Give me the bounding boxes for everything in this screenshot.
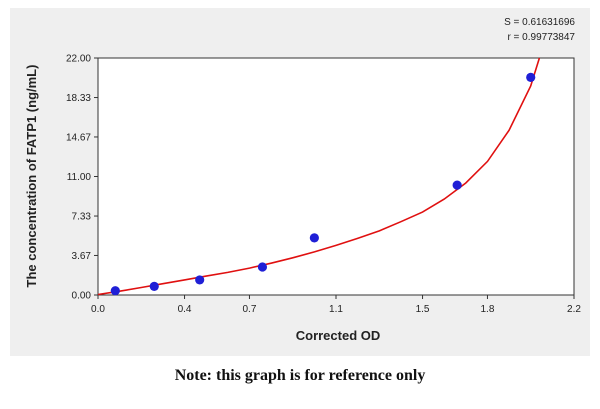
x-tick-label: 1.1 <box>329 304 343 315</box>
data-point <box>149 281 159 291</box>
data-point <box>110 286 120 296</box>
y-axis-ticks: 0.00 3.67 7.33 11.00 14.67 18.33 22.00 <box>66 54 98 302</box>
y-tick-label: 18.33 <box>66 93 91 104</box>
data-point <box>195 275 205 285</box>
x-tick-label: 0.7 <box>243 304 257 315</box>
x-axis-ticks: 0.0 0.4 0.7 1.1 1.5 1.8 2.2 <box>91 295 581 315</box>
x-tick-label: 0.0 <box>91 304 105 315</box>
data-point <box>309 233 319 243</box>
x-tick-label: 1.8 <box>481 304 495 315</box>
y-tick-label: 14.67 <box>66 132 91 143</box>
x-tick-label: 2.2 <box>567 304 581 315</box>
x-tick-label: 0.4 <box>178 304 192 315</box>
x-axis-label: Corrected OD <box>296 328 381 343</box>
reference-note: Note: this graph is for reference only <box>174 367 426 384</box>
data-point <box>526 72 536 82</box>
data-points <box>110 72 536 296</box>
plot-area <box>97 57 575 296</box>
y-axis-label: The concentration of FATP1 (ng/mL) <box>24 65 39 288</box>
data-point <box>257 262 268 272</box>
data-point <box>452 180 462 190</box>
y-tick-label: 0.00 <box>72 291 92 302</box>
y-tick-label: 3.67 <box>72 251 92 262</box>
y-tick-label: 22.00 <box>66 54 91 65</box>
r-statistic: r = 0.99773847 <box>507 32 575 43</box>
s-statistic: S = 0.61631696 <box>504 17 575 28</box>
y-tick-label: 11.00 <box>67 172 92 183</box>
y-tick-label: 7.33 <box>72 212 92 223</box>
x-tick-label: 1.5 <box>416 304 430 315</box>
fit-curve <box>97 57 541 296</box>
